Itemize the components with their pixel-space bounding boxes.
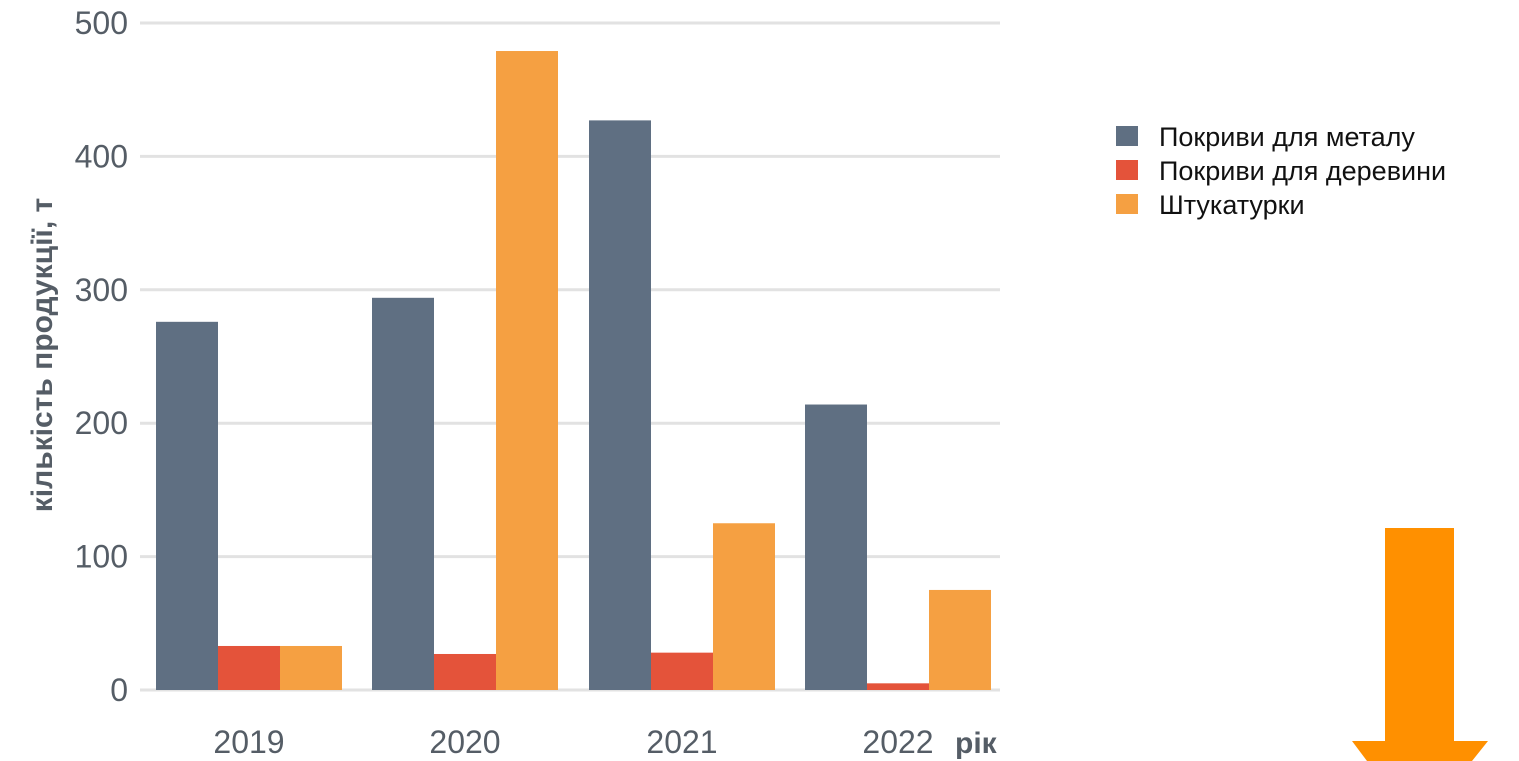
y-tick-label: 200 bbox=[75, 405, 128, 441]
bar bbox=[867, 683, 929, 690]
bar bbox=[713, 523, 775, 690]
x-tick-label: 2019 bbox=[213, 724, 284, 760]
bar bbox=[929, 589, 991, 690]
bar bbox=[434, 653, 496, 690]
legend-swatch bbox=[1116, 126, 1138, 146]
y-tick-label: 100 bbox=[75, 539, 128, 575]
legend-entry: Покриви для деревини bbox=[1159, 156, 1446, 186]
x-axis-ticks: 2019 2020 2021 2022 bbox=[213, 724, 933, 760]
down-arrow-icon bbox=[1352, 528, 1488, 761]
x-tick-label: 2022 bbox=[862, 724, 933, 760]
x-tick-label: 2021 bbox=[646, 724, 717, 760]
legend-swatch bbox=[1116, 194, 1138, 214]
x-tick-label: 2020 bbox=[429, 724, 500, 760]
y-axis-title: кількість продукції, т bbox=[26, 198, 59, 512]
legend: Покриви для металу Покриви для деревини Шт… bbox=[1116, 122, 1446, 220]
legend-entry: Штукатурки bbox=[1159, 190, 1305, 220]
x-axis-title: рік bbox=[955, 727, 998, 760]
y-tick-label: 0 bbox=[110, 672, 128, 708]
bar bbox=[280, 645, 342, 690]
bar bbox=[372, 297, 434, 690]
bar bbox=[651, 652, 713, 690]
legend-swatch bbox=[1116, 160, 1138, 180]
bar bbox=[218, 645, 280, 690]
y-tick-label: 500 bbox=[75, 5, 128, 41]
bar bbox=[496, 51, 558, 691]
legend-entry: Покриви для металу bbox=[1159, 122, 1415, 152]
bars bbox=[156, 51, 991, 691]
bar bbox=[156, 321, 218, 690]
gridlines bbox=[140, 21, 1000, 692]
y-axis-ticks: 0 100 200 300 400 500 bbox=[75, 5, 128, 708]
y-tick-label: 300 bbox=[75, 272, 128, 308]
y-tick-label: 400 bbox=[75, 138, 128, 174]
bar bbox=[805, 404, 867, 690]
bar bbox=[589, 120, 651, 690]
